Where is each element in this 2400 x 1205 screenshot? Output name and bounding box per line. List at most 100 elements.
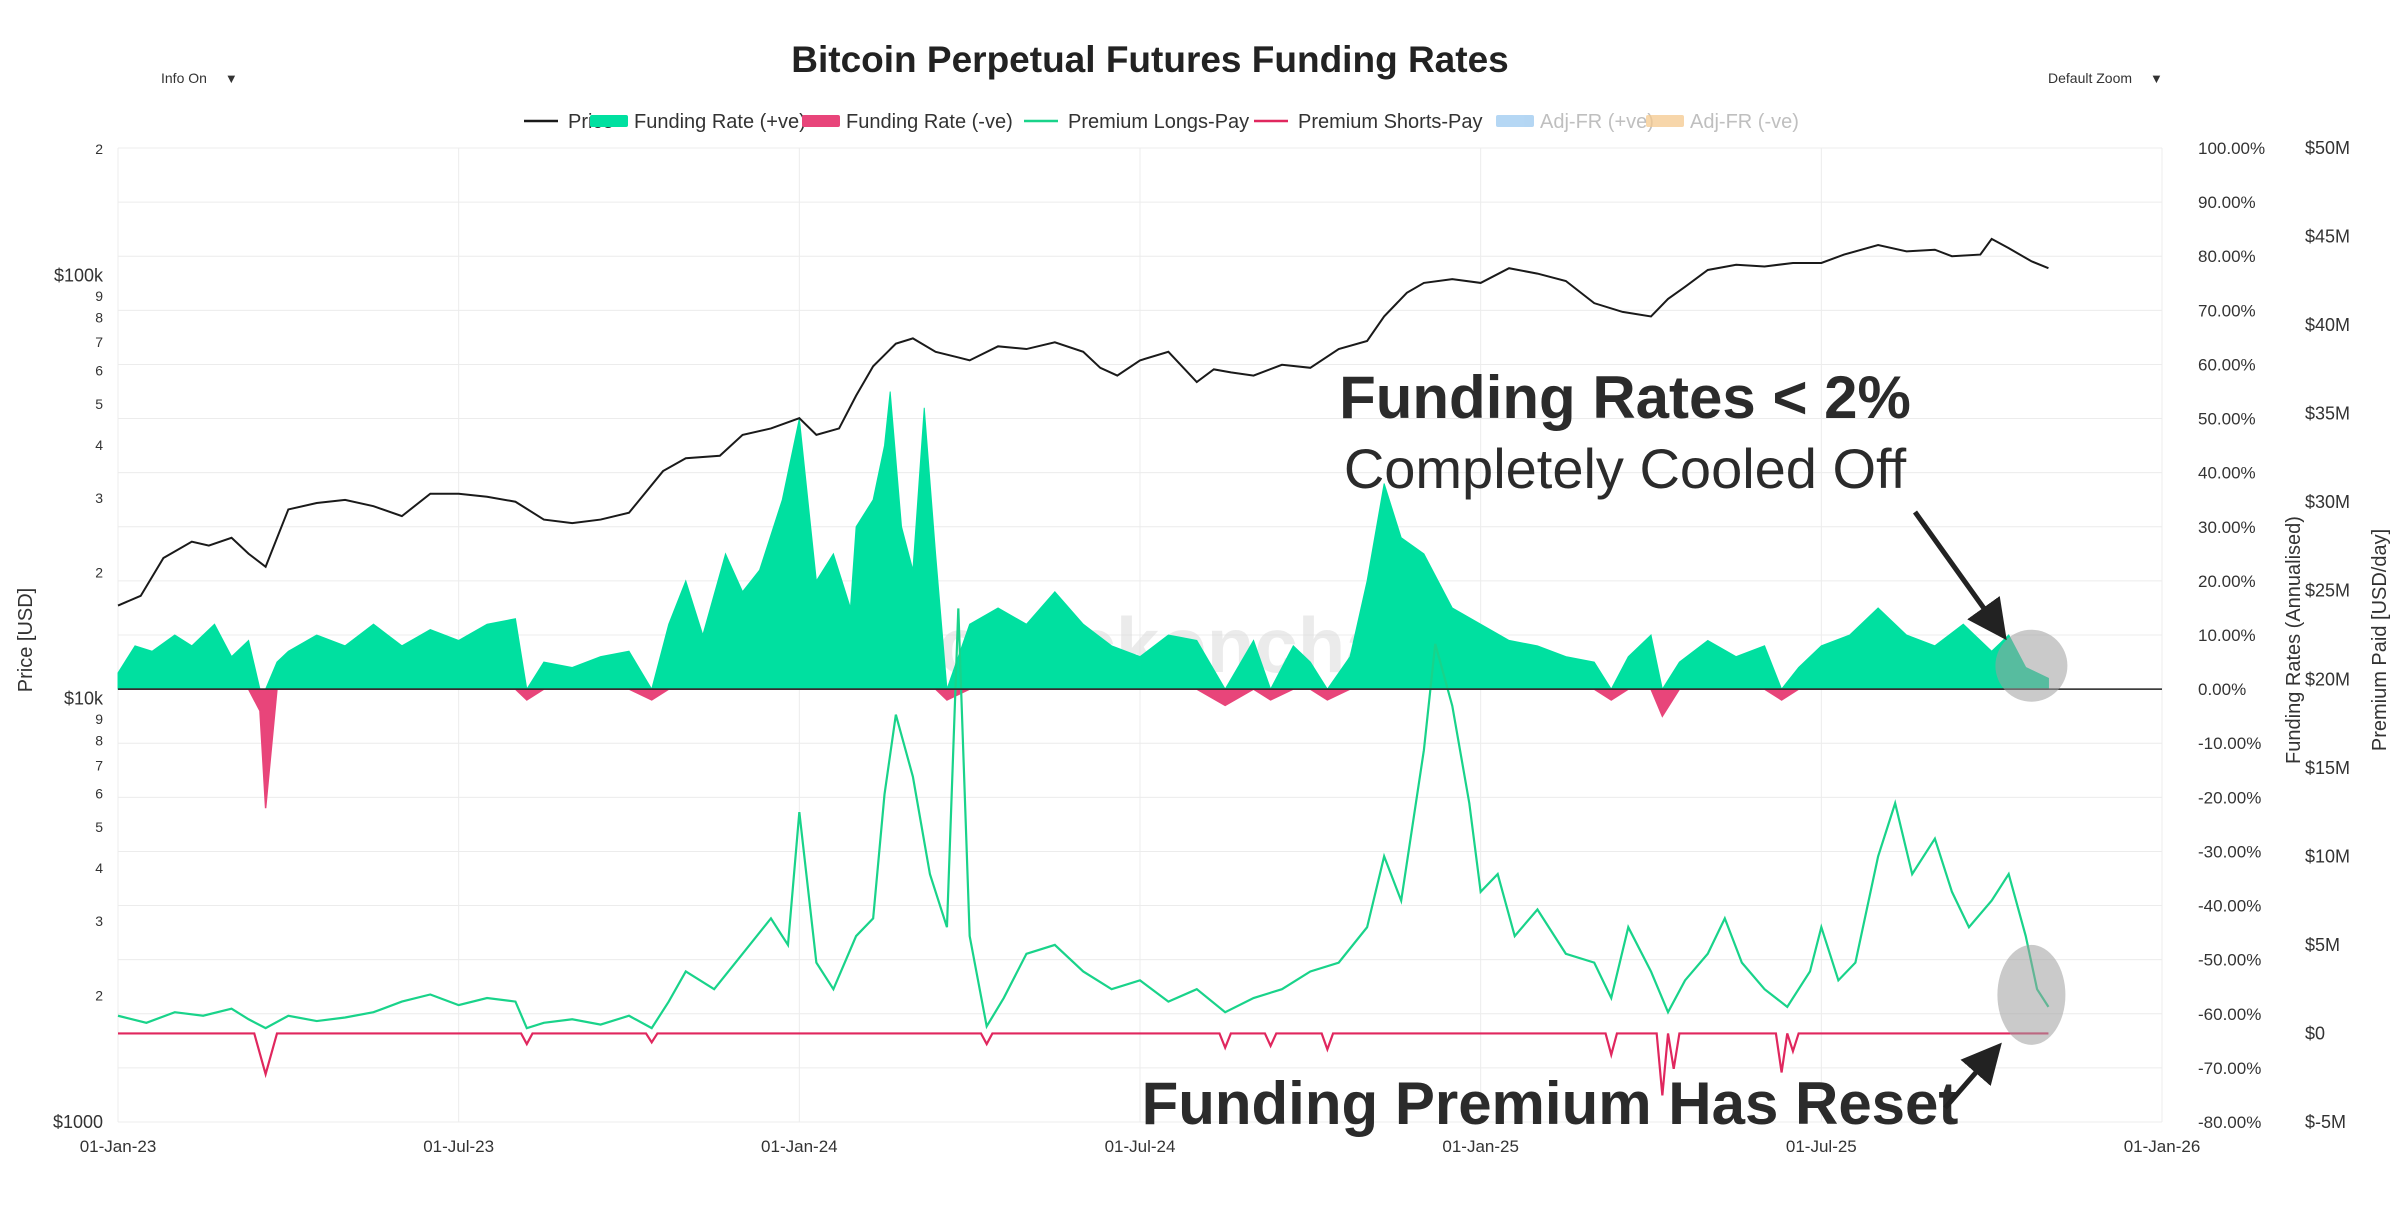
price-tick-label: $10k: [64, 689, 104, 709]
price-line: [117, 237, 2049, 607]
price-tick-label: 8: [95, 309, 103, 325]
price-tick-label: 6: [95, 786, 103, 802]
price-tick-label: $100k: [54, 265, 104, 285]
price-tick-label: $1000: [53, 1112, 103, 1132]
chevron-down-icon: ▼: [2150, 71, 2163, 86]
funding-tick-label: 0.00%: [2198, 680, 2246, 699]
funding-negative-area: [118, 688, 2049, 809]
funding-tick-label: 50.00%: [2198, 410, 2256, 429]
premium-tick-label: $25M: [2305, 581, 2350, 601]
legend-label: Adj-FR (-ve): [1690, 111, 1799, 133]
premium-shorts-pay-line: [118, 1032, 2049, 1096]
chart-legend: PriceFunding Rate (+ve)Funding Rate (-ve…: [524, 111, 1799, 133]
funding-tick-label: -60.00%: [2198, 1005, 2261, 1024]
premium-tick-label: $35M: [2305, 404, 2350, 424]
funding-tick-label: -40.00%: [2198, 897, 2261, 916]
funding-tick-label: 70.00%: [2198, 301, 2256, 320]
funding-tick-label: -30.00%: [2198, 842, 2261, 861]
funding-tick-label: 100.00%: [2198, 139, 2265, 158]
legend-item: Funding Rate (+ve): [590, 111, 806, 133]
funding-tick-label: 10.00%: [2198, 626, 2256, 645]
price-tick-label: 2: [95, 988, 103, 1004]
annotation-premium-bold: Funding Premium Has Reset: [1142, 1070, 1959, 1137]
legend-label: Premium Longs-Pay: [1068, 111, 1249, 133]
x-axis: 01-Jan-23 01-Jul-23 01-Jan-24 01-Jul-24 01-J…: [80, 1137, 2201, 1156]
funding-tick-label: -80.00%: [2198, 1113, 2261, 1132]
price-axis-title: Price [USD]: [15, 588, 37, 692]
x-tick-label: 01-Jan-26: [2124, 1137, 2201, 1156]
funding-axis: 100.00% 90.00% 80.00% 70.00% 60.00% 50.00% 40.…: [2198, 139, 2265, 1132]
premium-tick-label: $-5M: [2305, 1112, 2346, 1132]
funding-tick-label: 90.00%: [2198, 193, 2256, 212]
legend-item: Funding Rate (-ve): [802, 111, 1013, 133]
funding-tick-label: 40.00%: [2198, 464, 2256, 483]
grid-lines: [117, 147, 2163, 1123]
funding-tick-label: -10.00%: [2198, 734, 2261, 753]
premium-tick-label: $10M: [2305, 846, 2350, 866]
annotation-funding-sub: Completely Cooled Off: [1344, 437, 1907, 500]
legend-item: Adj-FR (-ve): [1646, 111, 1799, 133]
premium-tick-label: $0: [2305, 1023, 2325, 1043]
funding-tick-label: 60.00%: [2198, 355, 2256, 374]
zoom-select-label: Default Zoom: [2048, 70, 2133, 86]
price-tick-label: 5: [95, 396, 103, 412]
funding-tick-label: -50.00%: [2198, 951, 2261, 970]
price-tick-label: 4: [95, 860, 103, 876]
legend-label: Adj-FR (+ve): [1540, 111, 1654, 133]
premium-axis: $50M $45M $40M $35M $30M $25M $20M $15M $10M $5M $…: [2305, 138, 2350, 1132]
funding-tick-label: 30.00%: [2198, 518, 2256, 537]
price-tick-label: 9: [95, 288, 103, 304]
arrow-to-premium: [1943, 1042, 2002, 1110]
legend-swatch: [1496, 115, 1534, 127]
price-tick-label: 6: [95, 362, 103, 378]
x-tick-label: 01-Jul-23: [423, 1137, 494, 1156]
zoom-select-dropdown[interactable]: Default Zoom ▼: [2040, 66, 2171, 90]
x-tick-label: 01-Jul-25: [1786, 1137, 1857, 1156]
legend-item: Adj-FR (+ve): [1496, 111, 1654, 133]
chart-title: Bitcoin Perpetual Futures Funding Rates: [791, 39, 1508, 80]
price-tick-label: 3: [95, 490, 103, 506]
price-series: [117, 237, 2049, 607]
x-tick-label: 01-Jan-23: [80, 1137, 157, 1156]
premium-tick-label: $15M: [2305, 758, 2350, 778]
premium-longs-pay-line: [117, 608, 2050, 1030]
x-tick-label: 01-Jan-24: [761, 1137, 838, 1156]
legend-item: Premium Shorts-Pay: [1254, 111, 1483, 133]
info-toggle-label: Info On: [161, 70, 207, 86]
highlight-funding-circle: [1995, 629, 2068, 702]
arrow-to-funding: [1912, 510, 2007, 641]
chevron-down-icon: ▼: [224, 71, 238, 86]
price-tick-label: 2: [95, 141, 103, 157]
legend-label: Funding Rate (-ve): [846, 111, 1013, 133]
premium-axis-title: Premium Paid [USD/day]: [2369, 529, 2391, 751]
price-tick-label: 2: [95, 564, 103, 580]
price-axis: $1000 2 3 4 5 6 7 8 9 $10k 2 3 4 5 6 7 8 9 $100k 2: [53, 141, 104, 1132]
funding-positive-area: [117, 391, 2049, 691]
price-tick-label: 5: [95, 819, 103, 835]
premium-tick-label: $5M: [2305, 935, 2340, 955]
premium-series: [117, 608, 2050, 1096]
price-tick-label: 8: [95, 733, 103, 749]
funding-tick-label: 80.00%: [2198, 247, 2256, 266]
premium-tick-label: $40M: [2305, 315, 2350, 335]
funding-tick-label: 20.00%: [2198, 572, 2256, 591]
price-tick-label: 3: [95, 913, 103, 929]
premium-tick-label: $30M: [2305, 492, 2350, 512]
x-tick-label: 01-Jan-25: [1442, 1137, 1519, 1156]
premium-tick-label: $45M: [2305, 227, 2350, 247]
legend-swatch: [802, 115, 840, 127]
price-tick-label: 4: [95, 437, 103, 453]
x-tick-label: 01-Jul-24: [1105, 1137, 1176, 1156]
info-toggle-dropdown[interactable]: Info On ▼: [153, 66, 246, 90]
price-tick-label: 7: [95, 334, 103, 350]
price-tick-label: 9: [95, 711, 103, 727]
legend-item: Premium Longs-Pay: [1024, 111, 1249, 133]
funding-tick-label: -20.00%: [2198, 788, 2261, 807]
premium-tick-label: $50M: [2305, 138, 2350, 158]
premium-tick-label: $20M: [2305, 669, 2350, 689]
legend-label: Premium Shorts-Pay: [1298, 111, 1483, 133]
legend-swatch: [590, 115, 628, 127]
highlight-premium-circle: [1997, 944, 2066, 1045]
legend-label: Funding Rate (+ve): [634, 111, 806, 133]
